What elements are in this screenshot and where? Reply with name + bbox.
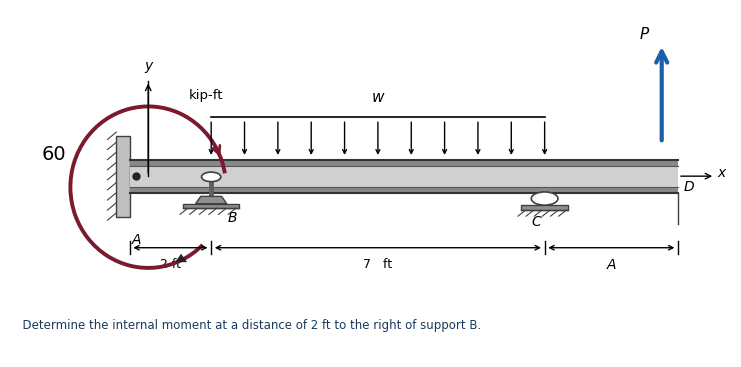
Circle shape [202, 172, 221, 182]
Text: Determine the internal moment at a distance of 2 ft to the right of support B.: Determine the internal moment at a dista… [15, 319, 481, 332]
Text: B: B [227, 211, 237, 225]
Polygon shape [196, 196, 227, 204]
Bar [130, 160, 678, 166]
Polygon shape [175, 254, 187, 262]
Text: C: C [531, 215, 541, 229]
Text: x: x [717, 166, 725, 180]
Text: 2 ft: 2 ft [160, 258, 181, 271]
Bar [183, 204, 239, 208]
Bar [116, 136, 130, 217]
Text: kip-ft: kip-ft [189, 89, 224, 102]
Text: P: P [639, 27, 648, 42]
Bar [130, 160, 678, 193]
Bar [130, 187, 678, 193]
Circle shape [531, 192, 558, 205]
Text: A: A [607, 258, 616, 272]
Text: A: A [132, 233, 142, 247]
Text: D: D [684, 180, 694, 194]
Text: y: y [144, 59, 153, 73]
Text: 60: 60 [42, 145, 67, 164]
Bar [521, 205, 568, 210]
Text: 7   ft: 7 ft [363, 258, 393, 271]
Text: w: w [372, 90, 384, 105]
